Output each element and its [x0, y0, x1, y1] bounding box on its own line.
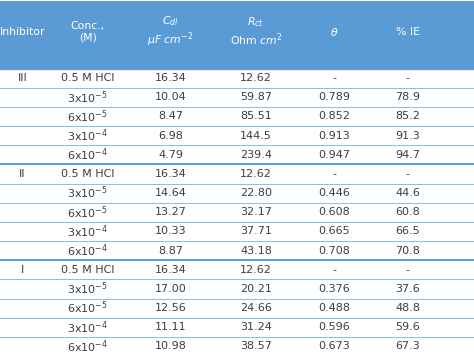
Text: 6x10$^{-4}$: 6x10$^{-4}$ — [67, 242, 108, 259]
Text: 91.3: 91.3 — [395, 131, 420, 141]
Text: III: III — [18, 73, 27, 83]
Text: 6x10$^{-5}$: 6x10$^{-5}$ — [67, 300, 108, 316]
Text: 59.87: 59.87 — [240, 92, 272, 102]
Text: 0.376: 0.376 — [319, 284, 350, 294]
Text: 16.34: 16.34 — [155, 169, 186, 179]
Text: 16.34: 16.34 — [155, 265, 186, 275]
Text: 6x10$^{-4}$: 6x10$^{-4}$ — [67, 338, 108, 355]
Text: 0.5 M HCl: 0.5 M HCl — [61, 73, 114, 83]
Text: -: - — [406, 169, 410, 179]
Text: 38.57: 38.57 — [240, 342, 272, 351]
Text: 10.33: 10.33 — [155, 226, 186, 236]
Text: 12.62: 12.62 — [240, 169, 272, 179]
Text: 10.98: 10.98 — [155, 342, 187, 351]
Text: 0.913: 0.913 — [319, 131, 350, 141]
Text: 0.708: 0.708 — [318, 246, 350, 256]
Text: 0.673: 0.673 — [319, 342, 350, 351]
Text: 37.71: 37.71 — [240, 226, 272, 236]
Text: -: - — [332, 169, 336, 179]
Text: 44.6: 44.6 — [395, 188, 420, 198]
Text: 59.6: 59.6 — [395, 322, 420, 332]
Text: 78.9: 78.9 — [395, 92, 420, 102]
Text: -: - — [332, 265, 336, 275]
Text: 12.62: 12.62 — [240, 265, 272, 275]
Text: 3x10$^{-4}$: 3x10$^{-4}$ — [67, 127, 108, 144]
Text: 3x10$^{-4}$: 3x10$^{-4}$ — [67, 319, 108, 335]
Text: 6x10$^{-4}$: 6x10$^{-4}$ — [67, 147, 108, 163]
Text: 6.98: 6.98 — [158, 131, 183, 141]
Text: 48.8: 48.8 — [395, 303, 420, 313]
Text: 67.3: 67.3 — [395, 342, 420, 351]
Text: 0.947: 0.947 — [318, 150, 350, 160]
Text: 32.17: 32.17 — [240, 207, 272, 217]
Text: 0.5 M HCl: 0.5 M HCl — [61, 265, 114, 275]
Text: 12.62: 12.62 — [240, 73, 272, 83]
Text: 0.852: 0.852 — [318, 111, 350, 121]
Text: 31.24: 31.24 — [240, 322, 272, 332]
Text: 16.34: 16.34 — [155, 73, 186, 83]
Text: 43.18: 43.18 — [240, 246, 272, 256]
Text: 239.4: 239.4 — [240, 150, 272, 160]
Text: 85.2: 85.2 — [395, 111, 420, 121]
Text: Conc.,
(M): Conc., (M) — [71, 21, 105, 43]
Text: 144.5: 144.5 — [240, 131, 272, 141]
Text: 24.66: 24.66 — [240, 303, 272, 313]
Text: 0.665: 0.665 — [319, 226, 350, 236]
Text: 10.04: 10.04 — [155, 92, 186, 102]
Text: 0.789: 0.789 — [318, 92, 350, 102]
Text: $C_{dl}$
$\mu F\ cm^{-2}$: $C_{dl}$ $\mu F\ cm^{-2}$ — [147, 14, 194, 49]
Text: 12.56: 12.56 — [155, 303, 186, 313]
Text: 13.27: 13.27 — [155, 207, 187, 217]
Text: $\theta$: $\theta$ — [330, 26, 338, 38]
Text: $R_{ct}$
Ohm $cm^{2}$: $R_{ct}$ Ohm $cm^{2}$ — [230, 15, 282, 48]
Text: 0.596: 0.596 — [319, 322, 350, 332]
Text: I: I — [21, 265, 24, 275]
Text: 85.51: 85.51 — [240, 111, 272, 121]
Text: 70.8: 70.8 — [395, 246, 420, 256]
Text: 3x10$^{-5}$: 3x10$^{-5}$ — [67, 185, 108, 201]
Text: 4.79: 4.79 — [158, 150, 183, 160]
Text: 14.64: 14.64 — [155, 188, 187, 198]
Text: 60.8: 60.8 — [395, 207, 420, 217]
Text: 94.7: 94.7 — [395, 150, 420, 160]
Text: 0.446: 0.446 — [318, 188, 350, 198]
Text: 22.80: 22.80 — [240, 188, 272, 198]
Text: -: - — [406, 73, 410, 83]
Text: 3x10$^{-4}$: 3x10$^{-4}$ — [67, 223, 108, 240]
Text: 11.11: 11.11 — [155, 322, 186, 332]
Text: 0.5 M HCl: 0.5 M HCl — [61, 169, 114, 179]
Bar — [0, 2, 474, 69]
Text: 3x10$^{-5}$: 3x10$^{-5}$ — [67, 281, 108, 297]
Text: 6x10$^{-5}$: 6x10$^{-5}$ — [67, 108, 108, 125]
Text: 3x10$^{-5}$: 3x10$^{-5}$ — [67, 89, 108, 105]
Text: 0.608: 0.608 — [319, 207, 350, 217]
Text: 8.47: 8.47 — [158, 111, 183, 121]
Text: -: - — [406, 265, 410, 275]
Text: II: II — [19, 169, 26, 179]
Text: 6x10$^{-5}$: 6x10$^{-5}$ — [67, 204, 108, 220]
Text: 8.87: 8.87 — [158, 246, 183, 256]
Text: 66.5: 66.5 — [395, 226, 420, 236]
Text: 20.21: 20.21 — [240, 284, 272, 294]
Text: 37.6: 37.6 — [395, 284, 420, 294]
Text: Inhibitor: Inhibitor — [0, 27, 45, 37]
Text: 17.00: 17.00 — [155, 284, 186, 294]
Text: -: - — [332, 73, 336, 83]
Text: % IE: % IE — [396, 27, 419, 37]
Text: 0.488: 0.488 — [318, 303, 350, 313]
